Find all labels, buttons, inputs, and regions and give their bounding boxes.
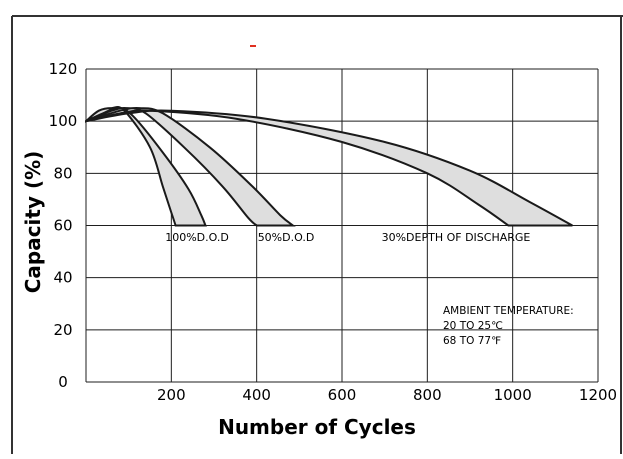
x-axis-title: Number of Cycles: [218, 415, 416, 439]
series-band-2: [85, 109, 573, 227]
y-tick-label-20: 20: [53, 321, 72, 339]
annotation-line-3: 68 TO 77℉: [443, 335, 501, 347]
y-tick-label-60: 60: [53, 217, 72, 235]
x-tick-label-600: 600: [328, 386, 357, 404]
y-tick-label-120: 120: [49, 60, 78, 78]
series-label-100: 100%D.O.D: [165, 231, 229, 244]
x-tick-label-800: 800: [413, 386, 442, 404]
y-tick-labels: 0 20 40 60 80 100 120: [49, 60, 78, 391]
series-label-50: 50%D.O.D: [258, 231, 315, 244]
x-tick-label-1000: 1000: [494, 386, 532, 404]
red-mark: [250, 45, 256, 47]
y-tick-label-80: 80: [53, 164, 72, 182]
series-label-30: 30%DEPTH OF DISCHARGE: [382, 231, 531, 244]
series-band-1: [85, 107, 296, 227]
y-tick-label-100: 100: [49, 112, 78, 130]
y-tick-label-40: 40: [53, 269, 72, 287]
y-axis-title: Capacity (%): [21, 151, 45, 294]
annotation-line-2: 20 TO 25℃: [443, 320, 503, 332]
x-tick-labels: 200 400 600 800 1000 1200: [157, 386, 617, 404]
series-bands: [85, 105, 573, 227]
x-tick-label-200: 200: [157, 386, 186, 404]
x-tick-label-1200: 1200: [579, 386, 617, 404]
x-tick-label-400: 400: [242, 386, 271, 404]
series-band-0: [85, 105, 207, 227]
annotation-line-1: AMBIENT TEMPERATURE:: [443, 305, 574, 317]
y-tick-label-0: 0: [58, 373, 68, 391]
